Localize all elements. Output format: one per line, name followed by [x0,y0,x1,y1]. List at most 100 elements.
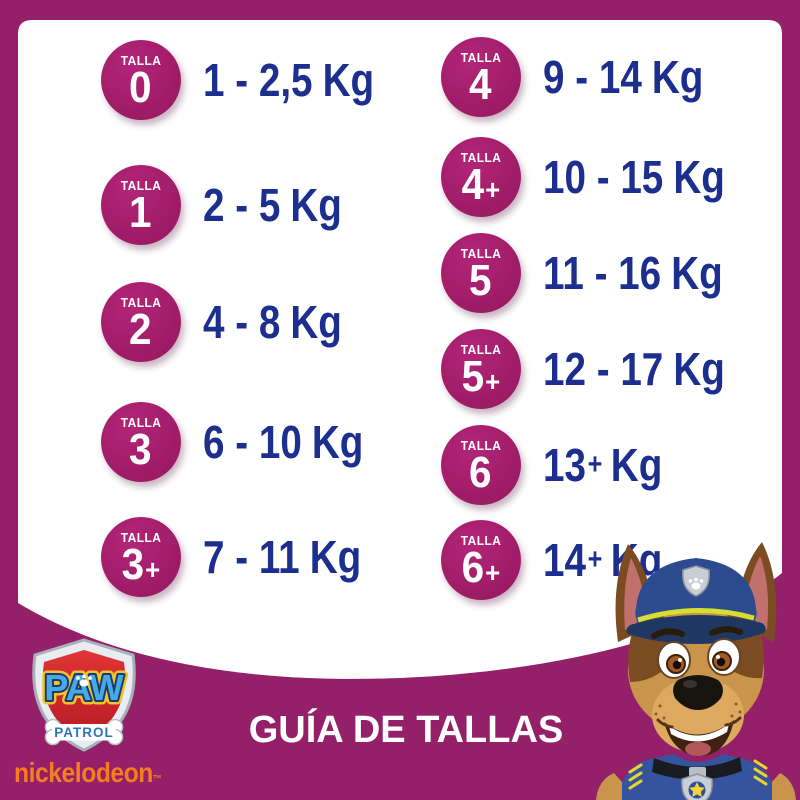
size-badge-talla-4plus: TALLA 4 + [441,137,521,217]
weight-range: 1 - 2,5 Kg [203,53,374,107]
badge-talla-label: TALLA [120,530,162,546]
size-badge-talla-1: TALLA 1 [101,165,181,245]
weight-range-value: 12 - 17 [543,343,664,395]
vest-chevrons [628,759,768,790]
trademark-symbol: ™ [152,774,162,785]
dog-eyes [657,638,741,679]
nickelodeon-logo: nickelodeon™ [14,757,162,789]
weight-range-value: 10 - 15 [543,151,664,203]
badge-talla-label: TALLA [460,438,502,454]
size-row-talla-6plus: TALLA 6+ 14+Kg [441,520,685,600]
weight-unit: Kg [671,247,723,299]
weight-plus-suffix: + [587,448,603,481]
badge-talla-label: TALLA [460,246,502,262]
dog-arms [596,773,796,800]
logo-paw-text-outline: PAW [44,667,123,708]
cap-stripe [637,607,755,623]
muzzle-freckles [654,702,742,720]
badge-size-number: 6 + [461,543,501,593]
weight-range-value: 1 - 2,5 [203,54,313,106]
badge-plus-suffix: + [485,174,501,206]
weight-plus-suffix: + [587,543,603,576]
paw-patrol-logo: PAW PAW PAW PATROL [32,638,136,752]
size-badge-talla-3: TALLA 3 [101,402,181,482]
size-row-talla-5: TALLA 5 11 - 16 Kg [441,233,757,313]
dog-nose [673,675,723,710]
page-title: GUÍA DE TALLAS [248,709,564,751]
cap-brim [626,614,766,644]
badge-plus-suffix: + [145,554,161,586]
badge-size-number: 0 [129,63,152,113]
nickelodeon-wordmark: nickelodeon [14,757,153,788]
chase-character [596,542,796,800]
logo-paw-text-stroke: PAW [44,667,123,708]
weight-range-value: 11 - 16 [543,247,662,299]
badge-plus-suffix: + [485,366,501,398]
size-row-talla-3: TALLA 3 6 - 10 Kg [101,402,394,482]
logo-shield-inner [42,650,126,740]
size-row-talla-2: TALLA 2 4 - 8 Kg [101,282,368,362]
weight-range-value: 9 - 14 [543,51,642,103]
cap-badge-icon [682,565,710,597]
logo-patrol-text: PATROL [54,725,114,740]
weight-unit: Kg [290,179,342,231]
weight-range-value: 7 - 11 [203,531,300,583]
logo-paw-text: PAW [44,667,123,708]
size-row-talla-4: TALLA 4 9 - 14 Kg [441,37,734,117]
weight-unit: Kg [290,296,342,348]
paw-print-icon [76,674,92,687]
weight-range: 2 - 5 Kg [203,178,342,232]
size-badge-talla-6plus: TALLA 6 + [441,520,521,600]
weight-unit: Kg [610,439,663,491]
size-row-talla-4plus: TALLA 4 + 10 - 15 Kg [441,137,760,217]
weight-range-value: 4 - 8 [203,296,281,348]
weight-range-value: 14 [543,534,586,586]
size-badge-talla-4: TALLA 4 [441,37,521,117]
badge-talla-label: TALLA [120,178,162,194]
weight-unit: Kg [673,151,725,203]
weight-range-value: 13 [543,439,586,491]
weight-range: 11 - 16 Kg [543,246,723,300]
vest-badge-icon [681,773,713,800]
weight-range: 10 - 15 Kg [543,150,725,204]
weight-range: 7 - 11 Kg [203,530,361,584]
badge-size-number: 5 + [461,352,501,402]
badge-size-number: 6 [469,448,492,498]
dog-mouth [656,716,742,757]
badge-talla-label: TALLA [120,53,162,69]
weight-unit: Kg [673,343,725,395]
size-badge-talla-3plus: TALLA 3 + [101,517,181,597]
badge-talla-label: TALLA [460,533,502,549]
badge-plus-suffix: + [485,557,501,589]
badge-size-number: 2 [129,305,152,355]
badge-talla-label: TALLA [120,295,162,311]
weight-range-value: 2 - 5 [203,179,281,231]
badge-talla-label: TALLA [460,150,502,166]
size-badge-talla-5plus: TALLA 5 + [441,329,521,409]
size-badge-talla-0: TALLA 0 [101,40,181,120]
badge-talla-label: TALLA [460,50,502,66]
weight-range: 9 - 14 Kg [543,50,703,104]
weight-range: 12 - 17 Kg [543,342,725,396]
weight-range-value: 6 - 10 [203,416,302,468]
weight-unit: Kg [311,416,364,468]
weight-unit: Kg [309,531,362,583]
size-row-talla-1: TALLA 1 2 - 5 Kg [101,165,368,245]
size-badge-talla-6: TALLA 6 [441,425,521,505]
badge-size-number: 3 [129,425,152,475]
badge-size-number: 4 + [461,160,501,210]
size-badge-talla-5: TALLA 5 [441,233,521,313]
dog-eyebrows [651,626,743,639]
badge-size-number: 5 [469,256,492,306]
weight-range: 6 - 10 Kg [203,415,363,469]
weight-unit: Kg [322,54,375,106]
police-vest [622,754,772,800]
weight-range: 4 - 8 Kg [203,295,342,349]
size-badge-talla-2: TALLA 2 [101,282,181,362]
badge-size-number: 3 + [121,540,161,590]
badge-talla-label: TALLA [120,415,162,431]
police-cap [626,558,766,644]
card-background-shape [18,20,782,679]
badge-size-number: 1 [129,188,152,238]
